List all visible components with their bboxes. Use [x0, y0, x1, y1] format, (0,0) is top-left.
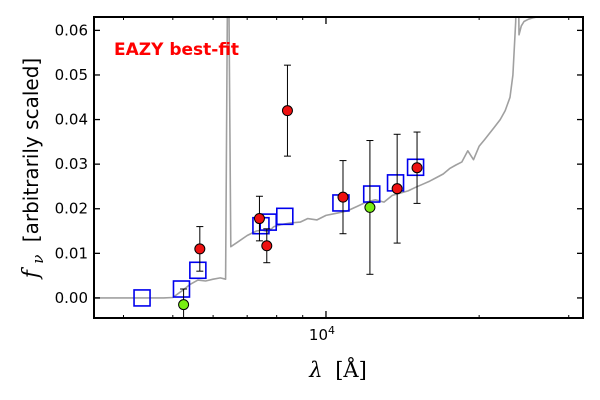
model-photometry-marker [276, 207, 294, 226]
template-spectrum-line [94, 17, 546, 299]
y-axis-subscript: ν [29, 255, 47, 264]
x-axis-symbol: λ [308, 358, 322, 382]
observed-photometry-point [337, 191, 349, 203]
model-photometry-marker [189, 261, 207, 280]
y-tick-label: 0.04 [55, 111, 88, 129]
observed-photometry-point [391, 183, 403, 195]
observed-photometry-point [411, 162, 423, 174]
axis-ticks: 0.00 0.01 0.02 0.03 0.04 0.05 0.06 104 [55, 17, 583, 344]
observed-photometry-point [261, 240, 273, 252]
plot-area [94, 17, 546, 318]
observed-photometry-point [253, 213, 265, 225]
y-tick-label: 0.02 [55, 200, 88, 218]
observed-photometry-point [281, 105, 293, 117]
x-axis-unit: [Å] [335, 357, 367, 382]
y-axis-symbol: f [19, 266, 44, 280]
y-tick-label: 0.00 [55, 289, 88, 307]
faint-photometry-point [178, 299, 190, 311]
annotation-label: EAZY best-fit [114, 40, 239, 60]
y-tick-label: 0.06 [55, 21, 88, 39]
model-photometry-marker [172, 280, 191, 298]
model-photometry-marker [133, 289, 151, 307]
x-tick-label: 104 [309, 324, 335, 344]
axes-frame [93, 16, 584, 319]
faint-photometry-point [364, 201, 376, 213]
y-tick-label: 0.03 [55, 155, 88, 173]
y-axis-label: f ν [arbitrarily scaled] [19, 58, 48, 280]
observed-photometry-point [194, 243, 206, 255]
y-tick-label: 0.01 [55, 244, 88, 262]
y-axis-text: [arbitrarily scaled] [19, 58, 43, 242]
model-photometry-marker [406, 158, 425, 177]
y-tick-label: 0.05 [55, 66, 88, 84]
model-photometry-marker [362, 185, 381, 203]
x-axis-label: λ [Å] [308, 357, 367, 382]
